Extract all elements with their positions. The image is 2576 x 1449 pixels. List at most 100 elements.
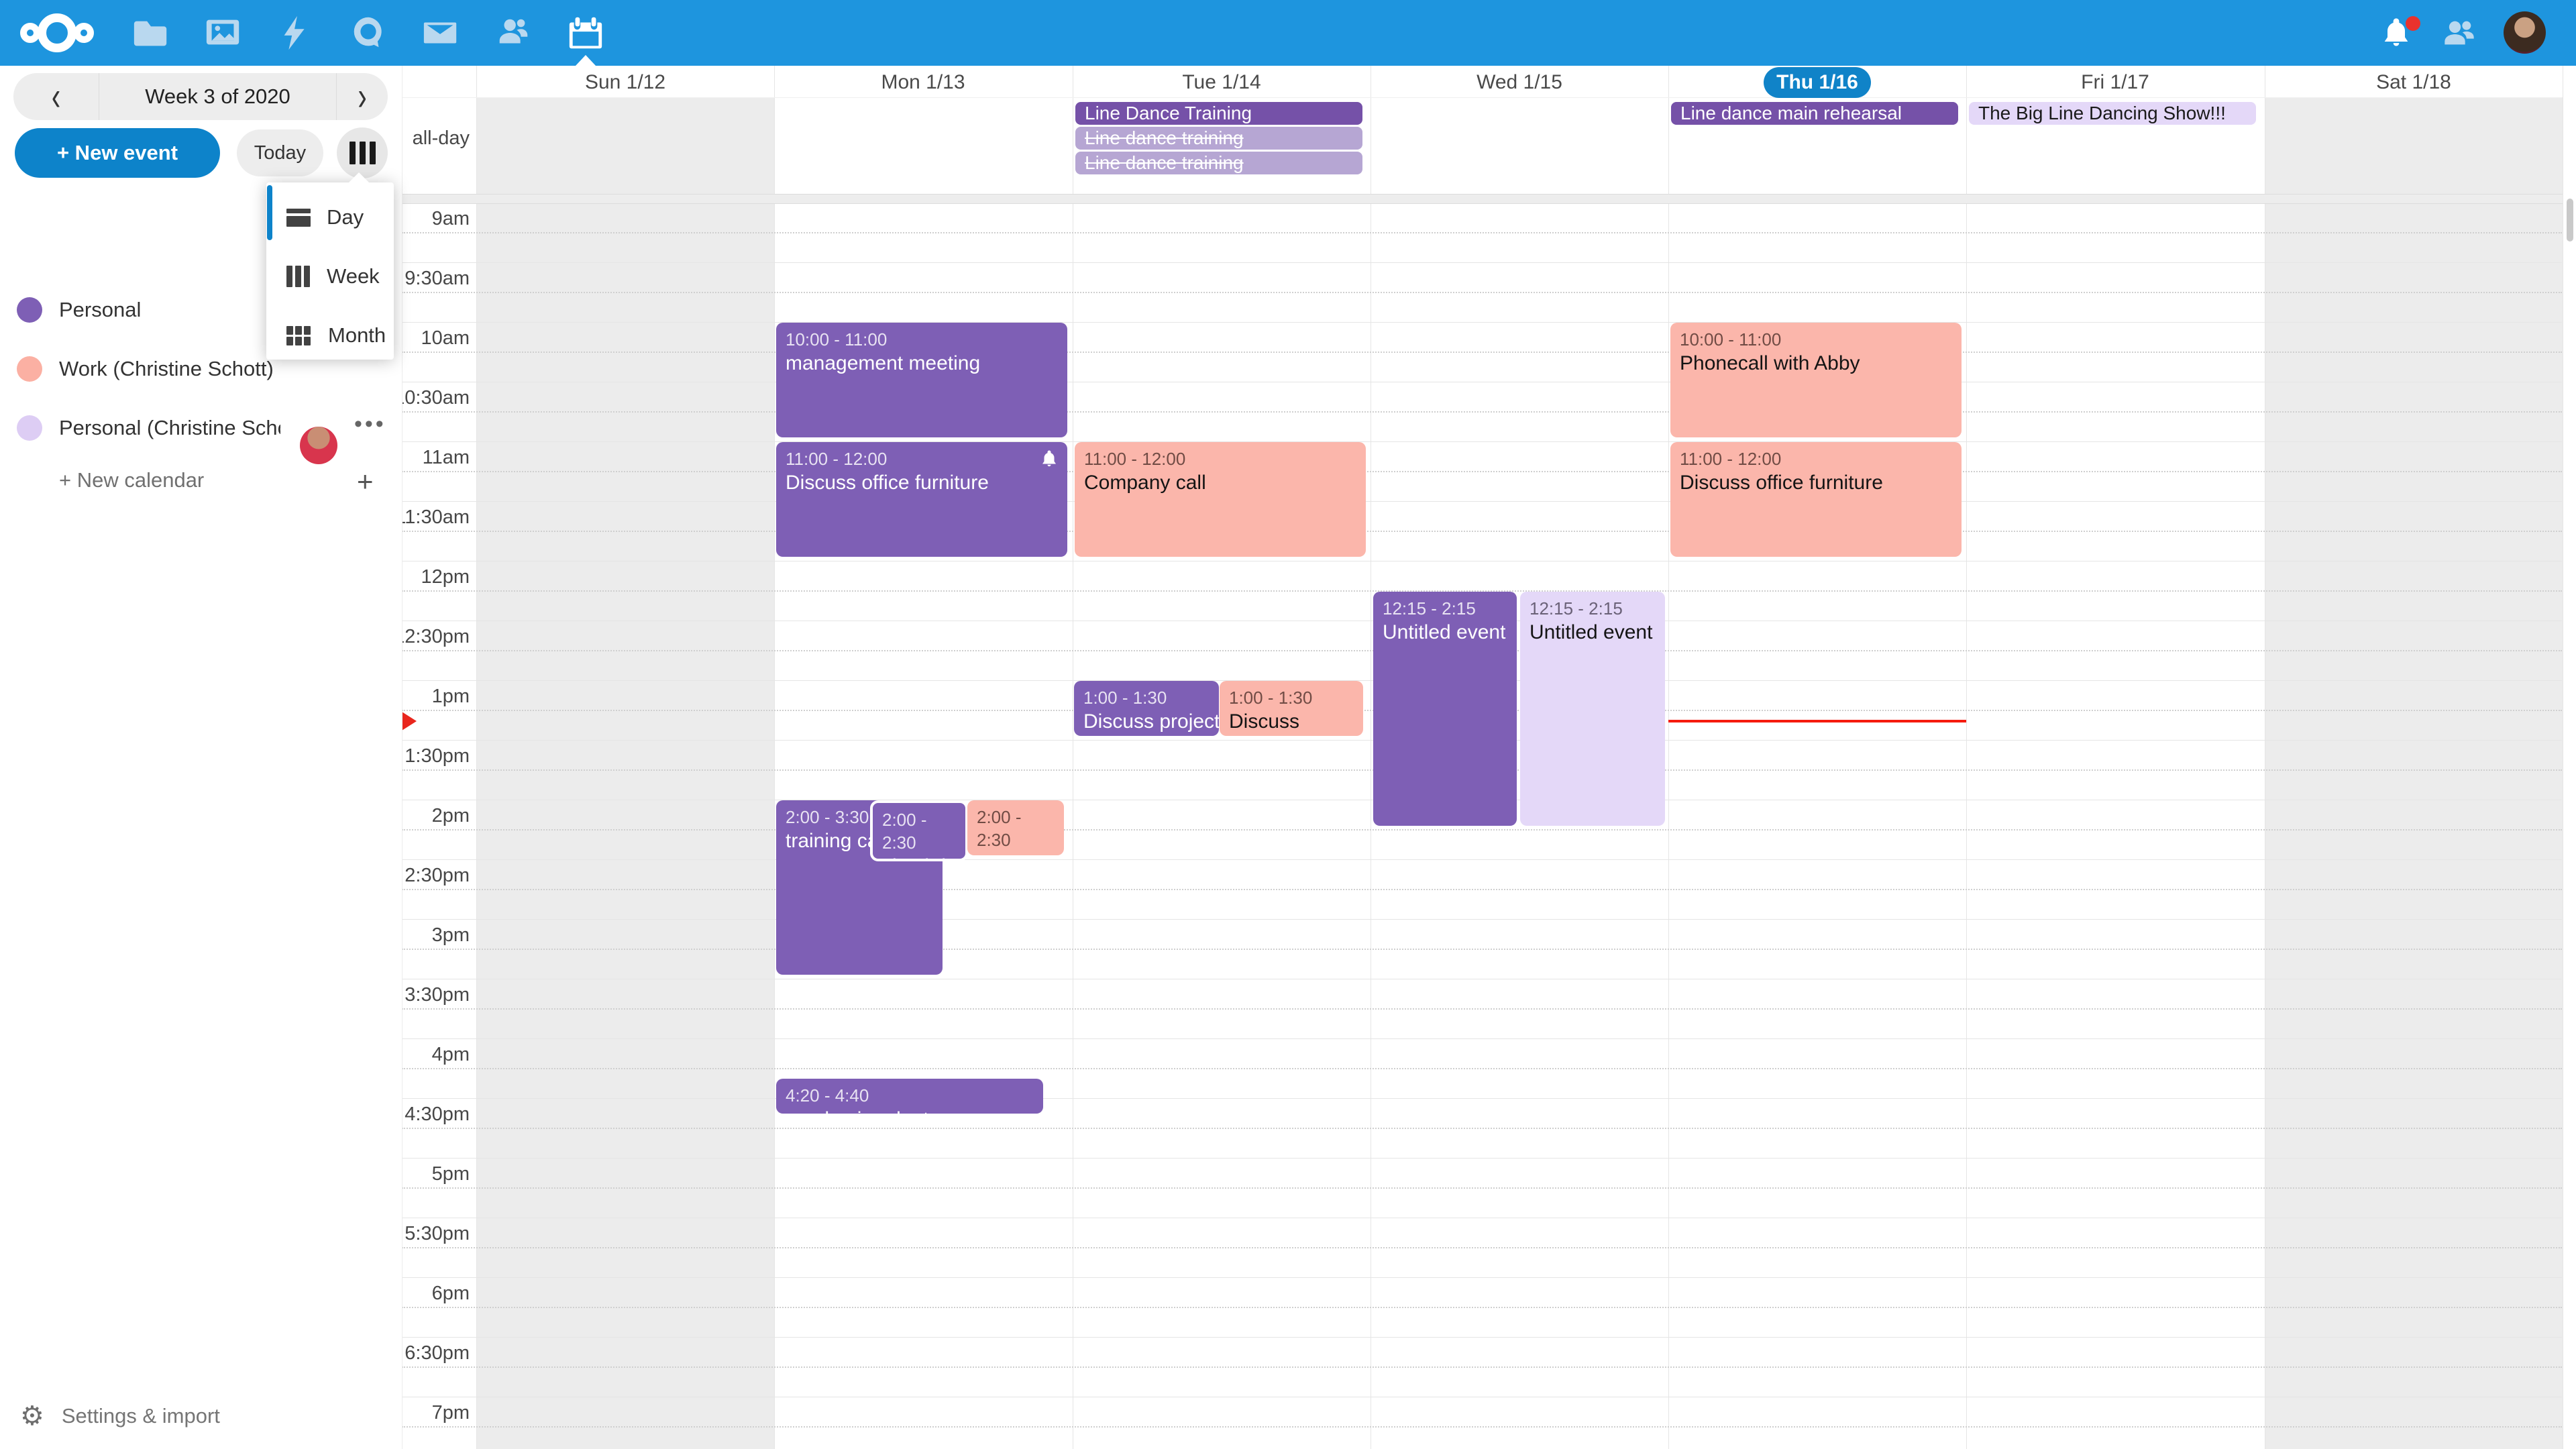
new-calendar-button[interactable]: + New calendar xyxy=(59,468,205,492)
slot-line xyxy=(402,322,2562,323)
nextcloud-logo-icon[interactable] xyxy=(20,12,94,54)
app-photos-icon[interactable] xyxy=(187,0,260,66)
time-label: 5:30pm xyxy=(405,1223,470,1244)
app-talk-icon[interactable] xyxy=(332,0,405,66)
settings-import-button[interactable]: ⚙ Settings & import xyxy=(20,1401,220,1431)
calendar-color-dot xyxy=(17,356,42,382)
quarter-dotted-line xyxy=(402,232,2562,233)
time-label: 10:30am xyxy=(394,387,470,409)
new-calendar-plus-icon[interactable]: + xyxy=(357,466,374,497)
previous-week-button[interactable]: ‹ xyxy=(51,74,61,119)
event[interactable]: 2:00 - 2:30check-in xyxy=(967,800,1064,855)
view-switcher-button[interactable] xyxy=(337,127,388,178)
slot-line xyxy=(402,1038,2562,1039)
slot-line xyxy=(402,1098,2562,1099)
time-label: 4pm xyxy=(431,1044,470,1065)
quarter-dotted-line xyxy=(402,352,2562,353)
day-header[interactable]: Wed 1/15 xyxy=(1477,71,1562,93)
quarter-dotted-line xyxy=(402,1307,2562,1308)
sidebar-calendar-2[interactable]: Work (Christine Schott) xyxy=(0,347,402,391)
event[interactable]: 10:00 - 11:00 Phonecall with Abby xyxy=(1670,323,1962,437)
quarter-dotted-line xyxy=(402,292,2562,293)
view-menu-item-day[interactable]: Day xyxy=(266,188,394,247)
all-day-label: all-day xyxy=(412,127,470,149)
time-label: 2pm xyxy=(431,805,470,826)
time-label: 7pm xyxy=(431,1402,470,1424)
event[interactable]: 11:00 - 12:00 Company call xyxy=(1075,442,1366,557)
event[interactable]: 11:00 - 12:00 Discuss office furniture xyxy=(1670,442,1962,557)
event[interactable]: 4:20 - 4:40purchasing dept conversation xyxy=(776,1079,1043,1114)
app-calendar-icon[interactable] xyxy=(549,0,622,66)
week-view-icon xyxy=(349,142,376,164)
calendar-more-menu-icon[interactable]: ••• xyxy=(354,411,386,437)
quarter-dotted-line xyxy=(402,1187,2562,1189)
day-header[interactable]: Sat 1/18 xyxy=(2376,71,2451,93)
event[interactable]: 2:00 - 2:30check-in xyxy=(870,800,968,861)
quarter-dotted-line xyxy=(402,949,2562,950)
slot-line xyxy=(402,262,2562,263)
all-day-event[interactable]: Line dance training xyxy=(1075,127,1362,150)
time-label: 11am xyxy=(422,447,470,468)
app-activity-icon[interactable] xyxy=(260,0,332,66)
calendar-color-dot xyxy=(17,297,42,323)
calendar-color-dot xyxy=(17,415,42,441)
column-border xyxy=(1966,66,1967,1449)
scrollbar-thumb[interactable] xyxy=(2567,199,2573,241)
view-menu-item-month[interactable]: Month xyxy=(266,306,394,365)
view-menu-item-week[interactable]: Week xyxy=(266,247,394,306)
sidebar: ‹ Week 3 of 2020 › + New event Today Day… xyxy=(0,66,402,1449)
day-header[interactable]: Sun 1/12 xyxy=(584,71,666,93)
time-label: 6pm xyxy=(431,1283,470,1304)
time-label: 9:30am xyxy=(405,268,470,289)
new-event-button[interactable]: + New event xyxy=(15,128,220,178)
event[interactable]: 10:00 - 11:00 management meeting xyxy=(776,323,1067,437)
quarter-dotted-line xyxy=(402,471,2562,472)
contacts-menu-icon[interactable] xyxy=(2429,0,2489,66)
all-day-event[interactable]: The Big Line Dancing Show!!! xyxy=(1969,102,2256,125)
weekend-column-shade xyxy=(2265,97,2563,1449)
popover-caret xyxy=(348,172,370,183)
current-time-arrow xyxy=(402,712,417,731)
time-label: 11:30am xyxy=(395,506,470,528)
time-label: 6:30pm xyxy=(405,1342,470,1364)
time-label: 12pm xyxy=(421,566,470,588)
time-label: 12:30pm xyxy=(394,626,470,647)
user-avatar[interactable] xyxy=(2504,11,2546,54)
app-files-icon[interactable] xyxy=(115,0,187,66)
event[interactable]: 12:15 - 2:15 Untitled event xyxy=(1520,592,1665,826)
all-day-event[interactable]: Line dance main rehearsal xyxy=(1671,102,1958,125)
allday-grid-divider xyxy=(402,194,2563,204)
sidebar-calendar-3[interactable]: Personal (Christine Scho… xyxy=(0,406,402,450)
all-day-event[interactable]: Line dance training xyxy=(1075,152,1362,174)
slot-line xyxy=(402,1337,2562,1338)
top-navigation-bar xyxy=(0,0,2576,66)
time-label: 3pm xyxy=(431,924,470,946)
popover-scroll-indicator xyxy=(267,185,272,240)
sidebar-calendar-1[interactable]: Personal xyxy=(0,288,402,332)
time-label: 10am xyxy=(421,327,470,349)
app-mail-icon[interactable] xyxy=(405,0,477,66)
quarter-dotted-line xyxy=(402,1247,2562,1248)
column-border xyxy=(774,66,775,1449)
time-label: 5pm xyxy=(431,1163,470,1185)
gear-icon: ⚙ xyxy=(20,1401,44,1431)
event[interactable]: 12:15 - 2:15 Untitled event xyxy=(1373,592,1517,826)
day-header[interactable]: Fri 1/17 xyxy=(2081,71,2149,93)
day-header[interactable]: Mon 1/13 xyxy=(881,71,965,93)
active-app-caret xyxy=(576,55,596,66)
app-contacts-icon[interactable] xyxy=(477,0,549,66)
column-border xyxy=(1668,66,1669,1449)
event[interactable]: 11:00 - 12:00 Discuss office furniture xyxy=(776,442,1067,557)
current-time-line xyxy=(1668,720,1966,722)
quarter-dotted-line xyxy=(402,829,2562,830)
day-header-today[interactable]: Thu 1/16 xyxy=(1764,67,1871,98)
week-label[interactable]: Week 3 of 2020 xyxy=(145,85,290,108)
next-week-button[interactable]: › xyxy=(358,74,367,119)
today-button[interactable]: Today xyxy=(237,129,323,176)
all-day-event[interactable]: Line Dance Training xyxy=(1075,102,1362,125)
notifications-bell-icon[interactable] xyxy=(2366,0,2426,66)
day-header[interactable]: Tue 1/14 xyxy=(1182,71,1261,93)
